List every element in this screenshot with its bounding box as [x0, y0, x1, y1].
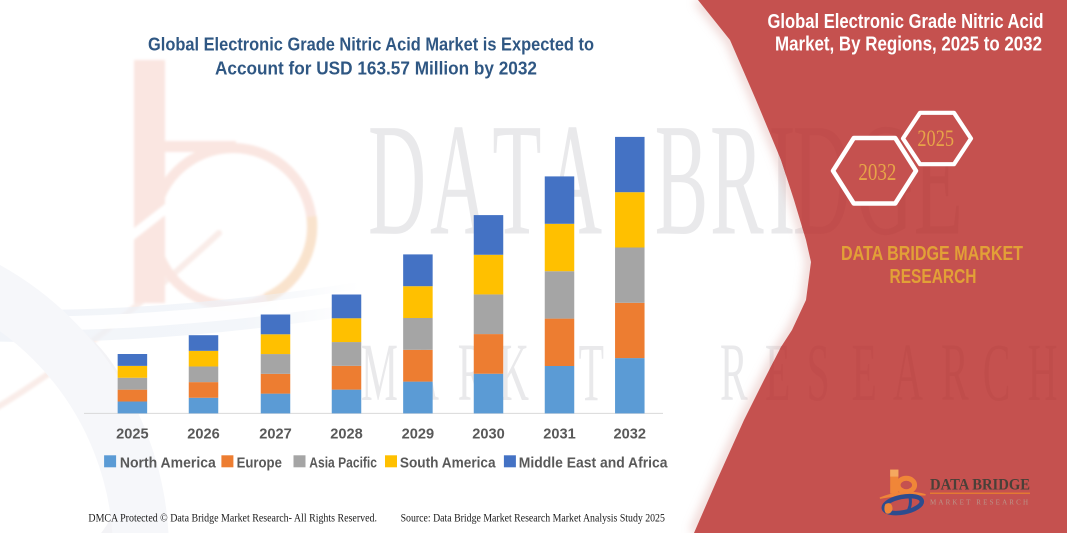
- svg-text:Account for USD 163.57 Million: Account for USD 163.57 Million by 2032: [215, 58, 537, 79]
- svg-text:H: H: [1028, 328, 1058, 419]
- svg-text:R: R: [720, 328, 748, 419]
- svg-text:2031: 2031: [543, 426, 576, 443]
- svg-text:RESEARCH: RESEARCH: [890, 266, 977, 288]
- svg-text:Asia Pacific: Asia Pacific: [309, 454, 377, 471]
- svg-text:2026: 2026: [187, 426, 220, 443]
- svg-text:DATA BRIDGE MARKET: DATA BRIDGE MARKET: [841, 243, 1023, 265]
- svg-text:A: A: [893, 328, 923, 419]
- svg-text:2032: 2032: [858, 160, 896, 186]
- svg-text:2032: 2032: [614, 426, 647, 443]
- svg-text:R: R: [710, 91, 764, 269]
- svg-text:Europe: Europe: [237, 454, 282, 471]
- svg-text:R: R: [941, 328, 969, 419]
- svg-text:E: E: [852, 328, 877, 419]
- svg-text:Market, By Regions, 2025 to 20: Market, By Regions, 2025 to 2032: [775, 33, 1042, 55]
- svg-text:S: S: [807, 328, 830, 419]
- svg-text:C: C: [983, 328, 1011, 419]
- svg-text:Global Electronic Grade Nitric: Global Electronic Grade Nitric Acid Mark…: [148, 33, 594, 54]
- svg-text:M: M: [361, 328, 398, 419]
- svg-text:North America: North America: [120, 454, 217, 471]
- svg-text:2030: 2030: [472, 426, 505, 443]
- svg-text:B: B: [655, 91, 709, 269]
- svg-text:South America: South America: [400, 454, 496, 471]
- svg-text:2027: 2027: [259, 426, 292, 443]
- svg-text:2028: 2028: [330, 426, 363, 443]
- svg-text:Global Electronic Grade Nitric: Global Electronic Grade Nitric Acid: [768, 11, 1044, 33]
- svg-text:Middle East and Africa: Middle East and Africa: [519, 454, 668, 471]
- svg-text:2029: 2029: [402, 426, 435, 443]
- svg-text:D: D: [368, 91, 426, 269]
- svg-text:Source: Data Bridge Market Res: Source: Data Bridge Market Research Mark…: [401, 512, 666, 524]
- svg-text:2025: 2025: [116, 426, 149, 443]
- svg-text:DMCA Protected © Data Bridge M: DMCA Protected © Data Bridge Market Rese…: [88, 512, 377, 524]
- svg-text:2025: 2025: [917, 126, 954, 152]
- svg-text:K: K: [499, 328, 529, 419]
- svg-text:DATA BRIDGE: DATA BRIDGE: [930, 477, 1030, 494]
- svg-text:T: T: [579, 328, 604, 419]
- svg-text:MARKET RESEARCH: MARKET RESEARCH: [930, 499, 1028, 507]
